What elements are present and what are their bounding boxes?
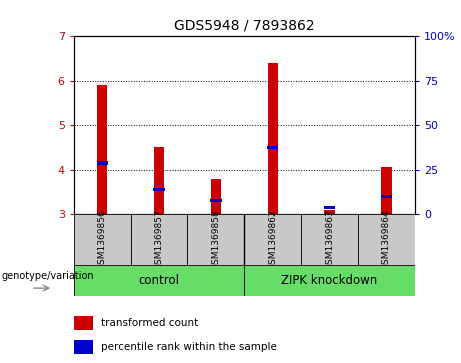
Text: GSM1369857: GSM1369857 bbox=[154, 209, 164, 270]
Title: GDS5948 / 7893862: GDS5948 / 7893862 bbox=[174, 19, 315, 32]
Bar bbox=[301, 214, 358, 265]
Text: GSM1369862: GSM1369862 bbox=[268, 209, 277, 270]
Bar bbox=[97, 85, 107, 214]
Bar bbox=[96, 162, 108, 164]
Bar bbox=[324, 206, 335, 209]
Text: GSM1369858: GSM1369858 bbox=[212, 209, 220, 270]
Bar bbox=[211, 179, 221, 214]
Bar bbox=[244, 265, 443, 296]
Bar bbox=[74, 316, 93, 330]
Bar bbox=[154, 147, 164, 214]
Bar bbox=[244, 214, 301, 265]
Text: percentile rank within the sample: percentile rank within the sample bbox=[101, 342, 277, 352]
Bar bbox=[154, 188, 165, 191]
Bar bbox=[267, 146, 278, 149]
Bar bbox=[325, 210, 335, 214]
Bar bbox=[358, 214, 415, 265]
Bar bbox=[381, 195, 392, 198]
Text: GSM1369864: GSM1369864 bbox=[382, 209, 391, 270]
Bar bbox=[74, 214, 130, 265]
Bar bbox=[74, 265, 244, 296]
Bar bbox=[188, 214, 244, 265]
Text: transformed count: transformed count bbox=[101, 318, 198, 328]
Bar bbox=[381, 167, 391, 214]
Bar bbox=[74, 340, 93, 354]
Bar bbox=[268, 63, 278, 214]
Bar bbox=[130, 214, 188, 265]
Text: GSM1369863: GSM1369863 bbox=[325, 209, 334, 270]
Text: control: control bbox=[139, 274, 179, 287]
Text: ZIPK knockdown: ZIPK knockdown bbox=[282, 274, 378, 287]
Text: genotype/variation: genotype/variation bbox=[1, 271, 94, 281]
Bar bbox=[210, 199, 222, 203]
Text: GSM1369856: GSM1369856 bbox=[98, 209, 106, 270]
